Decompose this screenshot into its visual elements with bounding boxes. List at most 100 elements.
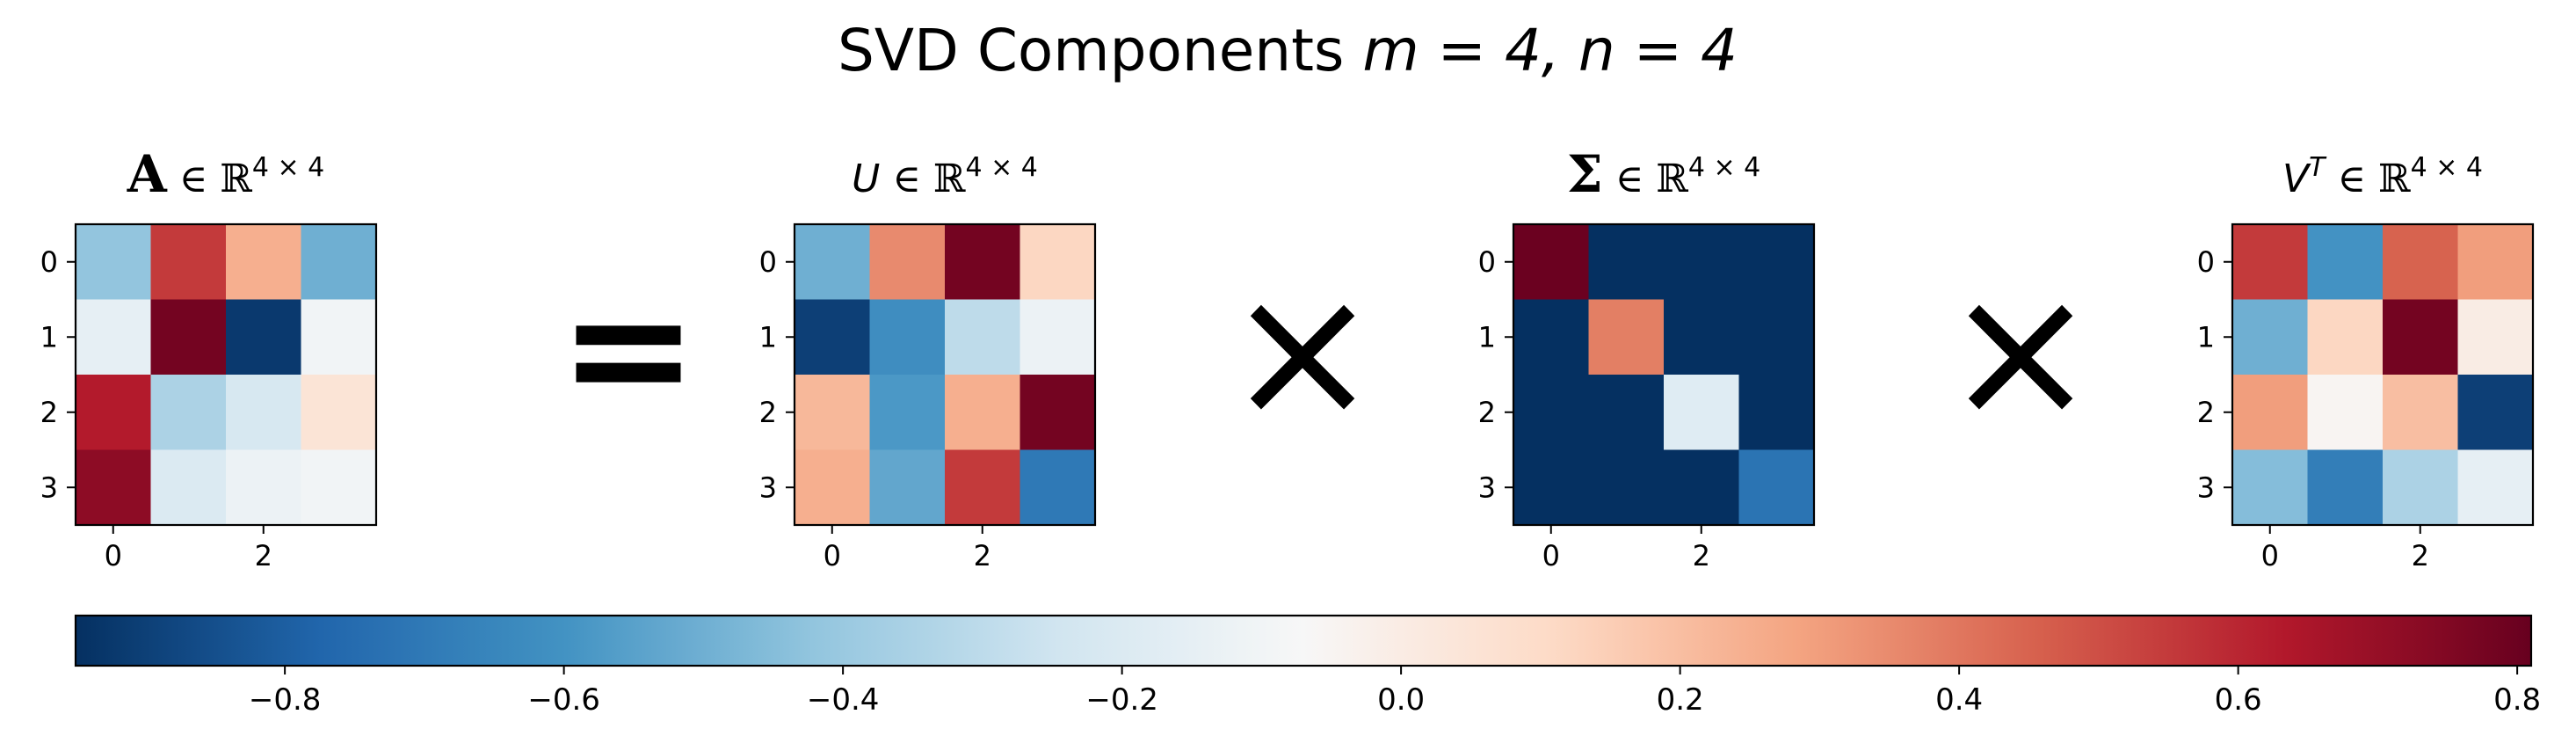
heatmap-cell-a-3-1 — [150, 449, 227, 526]
heatmap-cell-a-0-0 — [76, 224, 152, 301]
colorbar-tick-label: 0.0 — [1377, 682, 1425, 718]
heatmap-cell-u-1-0 — [795, 299, 871, 376]
heatmap-title: A ∈ ℝ4 × 4 — [127, 144, 325, 204]
heatmap-cell-vt-3-1 — [2307, 449, 2384, 526]
heatmap-cell-sigma-3-0 — [1513, 449, 1590, 526]
heatmap-cell-vt-3-2 — [2383, 449, 2459, 526]
heatmap-cell-vt-1-3 — [2457, 299, 2534, 376]
heatmap-frame — [74, 222, 378, 527]
heatmap-cell-sigma-3-1 — [1588, 449, 1665, 526]
y-tick-label: 1 — [40, 320, 58, 354]
heatmap-cell-a-3-3 — [301, 449, 377, 526]
heatmap-cell-vt-3-0 — [2232, 449, 2309, 526]
heatmap-cell-vt-0-0 — [2232, 224, 2309, 301]
heatmap-cell-a-0-3 — [301, 224, 377, 301]
heatmap-cell-u-1-1 — [869, 299, 946, 376]
title-prefix: SVD Components — [838, 17, 1362, 84]
heatmap-cell-u-0-3 — [1020, 224, 1096, 301]
heatmap-cell-u-3-2 — [945, 449, 1021, 526]
heatmap-cell-vt-1-1 — [2307, 299, 2384, 376]
heatmap-cell-vt-2-1 — [2307, 375, 2384, 451]
heatmap-cell-sigma-3-3 — [1738, 449, 1815, 526]
heatmap-cell-vt-0-2 — [2383, 224, 2459, 301]
heatmap-cell-u-2-3 — [1020, 375, 1096, 451]
y-tick-label: 0 — [1478, 245, 1496, 279]
heatmap-cell-u-0-2 — [945, 224, 1021, 301]
colorbar-tick-label: 0.4 — [1935, 682, 1983, 718]
heatmap-sigma: 0 1 2 3 0 2 Σ ∈ ℝ4 × 4 — [1478, 144, 1816, 572]
x-tick-label: 2 — [255, 539, 272, 572]
heatmap-cell-a-2-3 — [301, 375, 377, 451]
heatmap-cell-vt-0-1 — [2307, 224, 2384, 301]
title-math: m = 4, n = 4 — [1362, 17, 1738, 84]
heatmap-cell-u-3-1 — [869, 449, 946, 526]
times-operator-1: × — [1225, 244, 1380, 459]
y-tick-label: 1 — [2197, 320, 2215, 354]
x-tick-label: 2 — [1693, 539, 1710, 572]
heatmap-cell-u-0-1 — [869, 224, 946, 301]
heatmap-cell-vt-1-2 — [2383, 299, 2459, 376]
colorbar-tick-label: −0.8 — [249, 682, 322, 718]
colorbar-tick-label: −0.6 — [527, 682, 600, 718]
times-operator-2: × — [1943, 244, 2098, 459]
heatmap-cell-sigma-0-3 — [1738, 224, 1815, 301]
heatmap-cell-sigma-2-2 — [1664, 375, 1740, 451]
y-tick-label: 3 — [2197, 470, 2215, 504]
heatmap-cell-vt-1-0 — [2232, 299, 2309, 376]
y-tick-label: 1 — [759, 320, 777, 354]
x-tick-label: 0 — [105, 539, 122, 572]
heatmap-cell-a-3-2 — [226, 449, 302, 526]
heatmap-cell-a-0-2 — [226, 224, 302, 301]
y-tick-label: 2 — [40, 396, 58, 429]
heatmap-cell-sigma-1-3 — [1738, 299, 1815, 376]
heatmap-cell-u-3-3 — [1020, 449, 1096, 526]
y-tick-label: 3 — [40, 470, 58, 504]
heatmap-cell-sigma-1-2 — [1664, 299, 1740, 376]
y-tick-label: 1 — [1478, 320, 1496, 354]
x-tick-label: 0 — [824, 539, 841, 572]
colorbar-tick-label: 0.8 — [2493, 682, 2541, 718]
heatmap-cell-sigma-1-0 — [1513, 299, 1590, 376]
colorbar-tick-label: −0.2 — [1085, 682, 1158, 718]
y-tick-label: 3 — [1478, 470, 1496, 504]
colorbar-frame — [74, 614, 2533, 667]
heatmap-cell-sigma-1-1 — [1588, 299, 1665, 376]
heatmap-cell-a-2-1 — [150, 375, 227, 451]
y-tick-label: 2 — [2197, 396, 2215, 429]
heatmap-cell-u-1-3 — [1020, 299, 1096, 376]
colorbar-gradient — [76, 616, 2531, 666]
heatmap-cell-sigma-0-0 — [1513, 224, 1590, 301]
heatmap-cell-a-1-3 — [301, 299, 377, 376]
heatmap-cell-u-2-1 — [869, 375, 946, 451]
heatmap-frame — [793, 222, 1097, 527]
heatmap-a: 0 1 2 3 0 2 A ∈ ℝ4 × 4 — [40, 144, 378, 572]
heatmap-cell-u-2-2 — [945, 375, 1021, 451]
x-tick-label: 0 — [1542, 539, 1560, 572]
heatmap-cell-vt-2-0 — [2232, 375, 2309, 451]
heatmap-cell-a-1-2 — [226, 299, 302, 376]
figure-title: SVD Components m = 4, n = 4 — [838, 17, 1738, 84]
y-tick-label: 2 — [1478, 396, 1496, 429]
heatmap-cell-sigma-0-1 — [1588, 224, 1665, 301]
heatmap-cell-sigma-2-0 — [1513, 375, 1590, 451]
heatmap-cell-sigma-2-3 — [1738, 375, 1815, 451]
y-tick-label: 0 — [759, 245, 777, 279]
y-tick-label: 3 — [759, 470, 777, 504]
heatmap-cell-a-3-0 — [76, 449, 152, 526]
heatmap-cell-u-3-0 — [795, 449, 871, 526]
colorbar-tick-label: 0.6 — [2215, 682, 2262, 718]
heatmap-cell-vt-2-3 — [2457, 375, 2534, 451]
heatmap-cell-a-2-2 — [226, 375, 302, 451]
heatmap-u: 0 1 2 3 0 2 U ∈ ℝ4 × 4 — [759, 152, 1097, 572]
heatmap-cell-a-0-1 — [150, 224, 227, 301]
heatmap-cell-a-1-0 — [76, 299, 152, 376]
heatmap-frame — [1512, 222, 1816, 527]
heatmap-cell-vt-3-3 — [2457, 449, 2534, 526]
y-tick-label: 0 — [2197, 245, 2215, 279]
heatmap-cell-a-2-0 — [76, 375, 152, 451]
heatmap-cell-sigma-2-1 — [1588, 375, 1665, 451]
heatmap-cell-vt-2-2 — [2383, 375, 2459, 451]
heatmap-title: VT ∈ ℝ4 × 4 — [2282, 152, 2483, 201]
heatmap-cell-a-1-1 — [150, 299, 227, 376]
